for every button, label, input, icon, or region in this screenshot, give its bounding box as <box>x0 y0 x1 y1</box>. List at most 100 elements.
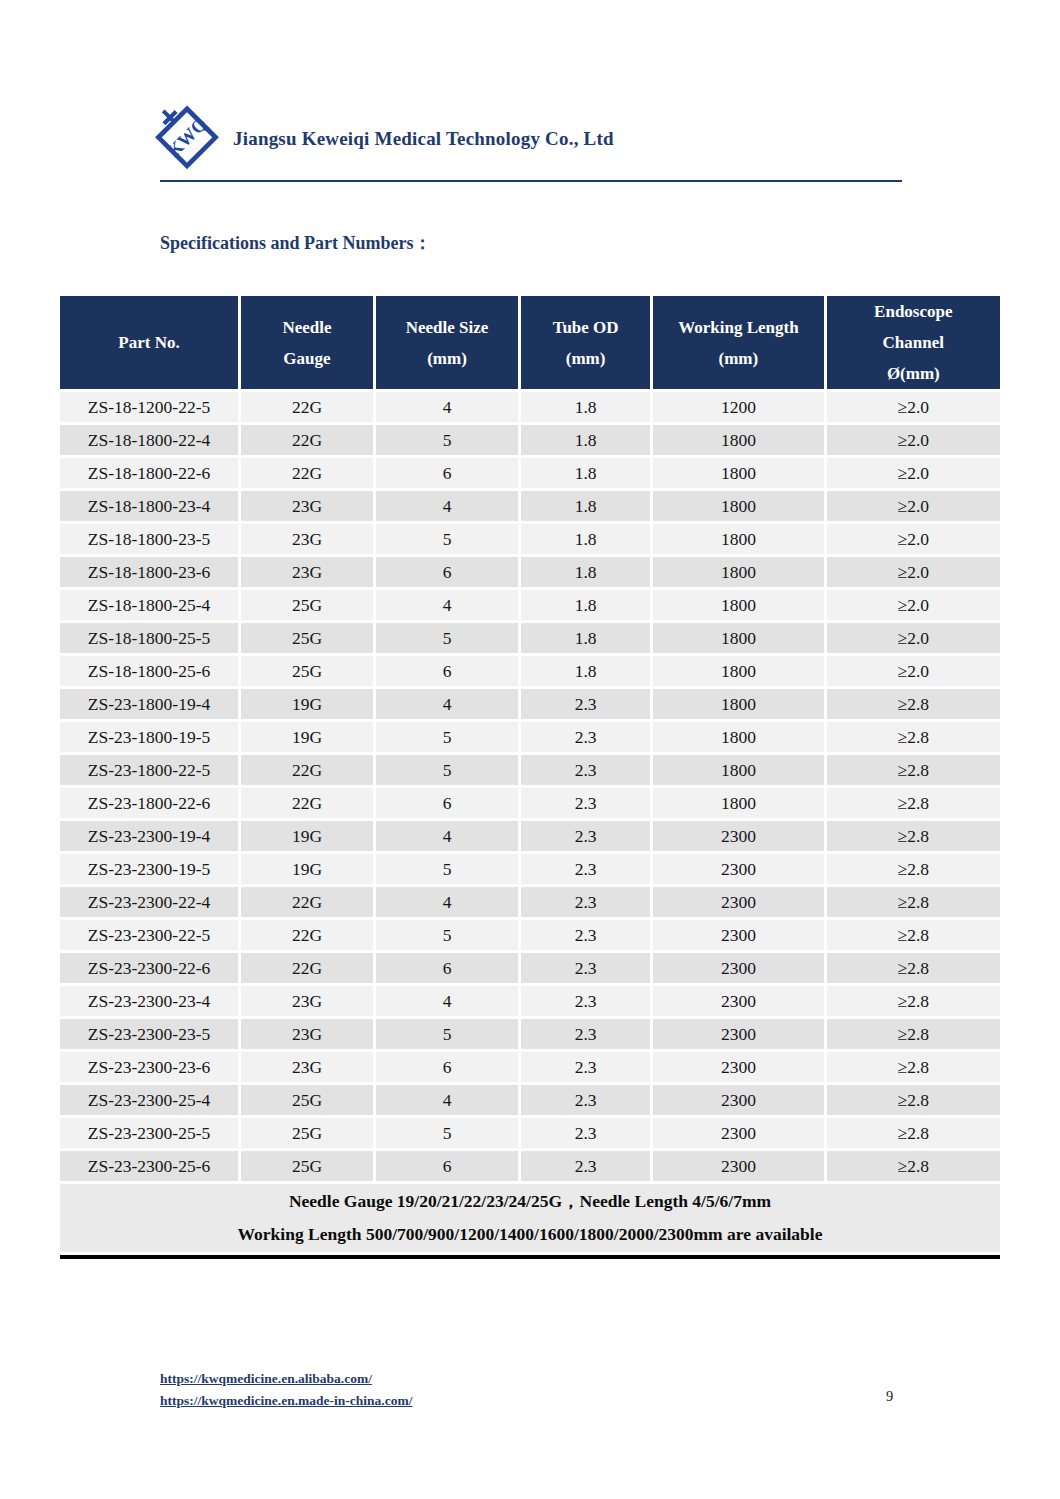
cell-tube-od: 2.3 <box>520 1084 652 1117</box>
cell-endoscope-channel: ≥2.8 <box>825 985 1001 1018</box>
cell-part-no: ZS-18-1800-22-4 <box>59 424 240 457</box>
cell-tube-od: 2.3 <box>520 1051 652 1084</box>
cell-needle-gauge: 23G <box>240 523 375 556</box>
cell-needle-gauge: 22G <box>240 391 375 424</box>
cell-part-no: ZS-23-2300-23-6 <box>59 1051 240 1084</box>
cell-needle-gauge: 25G <box>240 1117 375 1150</box>
cell-part-no: ZS-23-2300-22-5 <box>59 919 240 952</box>
cell-needle-gauge: 19G <box>240 721 375 754</box>
table-row: ZS-18-1800-23-623G61.81800≥2.0 <box>59 556 1002 589</box>
cell-needle-gauge: 23G <box>240 490 375 523</box>
specifications-table-wrap: Part No. Needle Gauge Needle Size (mm) T… <box>57 293 1003 1259</box>
cell-endoscope-channel: ≥2.0 <box>825 556 1001 589</box>
cell-working-length: 1800 <box>652 457 826 490</box>
cell-part-no: ZS-23-2300-19-4 <box>59 820 240 853</box>
cell-endoscope-channel: ≥2.8 <box>825 886 1001 919</box>
alibaba-link[interactable]: https://kwqmedicine.en.alibaba.com/ <box>160 1369 412 1389</box>
cell-tube-od: 2.3 <box>520 787 652 820</box>
cell-needle-gauge: 23G <box>240 985 375 1018</box>
col-header-needle-size: Needle Size (mm) <box>374 295 519 391</box>
section-title: Specifications and Part Numbers： <box>160 231 432 255</box>
cell-endoscope-channel: ≥2.8 <box>825 787 1001 820</box>
cell-endoscope-channel: ≥2.0 <box>825 655 1001 688</box>
col-header-working-length: Working Length (mm) <box>652 295 826 391</box>
cell-needle-size: 5 <box>374 754 519 787</box>
cell-tube-od: 2.3 <box>520 721 652 754</box>
cell-part-no: ZS-23-1800-22-6 <box>59 787 240 820</box>
cell-needle-size: 4 <box>374 820 519 853</box>
cell-working-length: 1800 <box>652 523 826 556</box>
cell-working-length: 1800 <box>652 655 826 688</box>
cell-working-length: 1200 <box>652 391 826 424</box>
cell-needle-gauge: 22G <box>240 457 375 490</box>
table-row: ZS-23-1800-22-522G52.31800≥2.8 <box>59 754 1002 787</box>
table-row: ZS-18-1800-25-625G61.81800≥2.0 <box>59 655 1002 688</box>
cell-tube-od: 2.3 <box>520 886 652 919</box>
cell-tube-od: 2.3 <box>520 985 652 1018</box>
cell-working-length: 2300 <box>652 853 826 886</box>
col-header-needle-gauge: Needle Gauge <box>240 295 375 391</box>
cell-needle-size: 6 <box>374 952 519 985</box>
col-header-tube-od: Tube OD (mm) <box>520 295 652 391</box>
table-row: ZS-18-1800-22-622G61.81800≥2.0 <box>59 457 1002 490</box>
cell-tube-od: 1.8 <box>520 391 652 424</box>
cell-working-length: 2300 <box>652 985 826 1018</box>
table-row: ZS-23-2300-19-419G42.32300≥2.8 <box>59 820 1002 853</box>
cell-endoscope-channel: ≥2.8 <box>825 754 1001 787</box>
table-row: ZS-23-2300-25-525G52.32300≥2.8 <box>59 1117 1002 1150</box>
cell-needle-size: 6 <box>374 1150 519 1183</box>
cell-needle-gauge: 19G <box>240 853 375 886</box>
cell-needle-gauge: 22G <box>240 754 375 787</box>
cell-tube-od: 2.3 <box>520 919 652 952</box>
cell-tube-od: 2.3 <box>520 688 652 721</box>
cell-part-no: ZS-18-1800-25-6 <box>59 655 240 688</box>
cell-part-no: ZS-23-1800-22-5 <box>59 754 240 787</box>
cell-endoscope-channel: ≥2.8 <box>825 1117 1001 1150</box>
table-row: ZS-23-2300-22-422G42.32300≥2.8 <box>59 886 1002 919</box>
cell-endoscope-channel: ≥2.0 <box>825 523 1001 556</box>
cell-needle-gauge: 23G <box>240 556 375 589</box>
availability-note-row: Needle Gauge 19/20/21/22/23/24/25G，Needl… <box>59 1183 1002 1254</box>
table-row: ZS-23-2300-22-622G62.32300≥2.8 <box>59 952 1002 985</box>
cell-tube-od: 1.8 <box>520 424 652 457</box>
cell-tube-od: 2.3 <box>520 754 652 787</box>
cell-needle-gauge: 22G <box>240 919 375 952</box>
cell-tube-od: 1.8 <box>520 490 652 523</box>
cell-needle-gauge: 25G <box>240 1084 375 1117</box>
table-row: ZS-23-2300-23-523G52.32300≥2.8 <box>59 1018 1002 1051</box>
cell-working-length: 2300 <box>652 820 826 853</box>
availability-note-cell: Needle Gauge 19/20/21/22/23/24/25G，Needl… <box>59 1183 1002 1254</box>
cell-working-length: 1800 <box>652 622 826 655</box>
cell-needle-size: 4 <box>374 1084 519 1117</box>
cell-working-length: 2300 <box>652 1150 826 1183</box>
cell-working-length: 2300 <box>652 1117 826 1150</box>
cell-needle-size: 5 <box>374 721 519 754</box>
page-number: 9 <box>886 1388 893 1405</box>
cell-part-no: ZS-18-1200-22-5 <box>59 391 240 424</box>
cell-endoscope-channel: ≥2.0 <box>825 391 1001 424</box>
cell-needle-gauge: 23G <box>240 1018 375 1051</box>
cell-needle-size: 5 <box>374 853 519 886</box>
made-in-china-link[interactable]: https://kwqmedicine.en.made-in-china.com… <box>160 1391 412 1411</box>
cell-endoscope-channel: ≥2.8 <box>825 721 1001 754</box>
cell-part-no: ZS-23-2300-25-6 <box>59 1150 240 1183</box>
col-header-part-no: Part No. <box>59 295 240 391</box>
cell-needle-gauge: 22G <box>240 787 375 820</box>
cell-part-no: ZS-23-2300-25-4 <box>59 1084 240 1117</box>
cell-working-length: 1800 <box>652 556 826 589</box>
cell-working-length: 2300 <box>652 1084 826 1117</box>
cell-working-length: 1800 <box>652 754 826 787</box>
cell-needle-size: 4 <box>374 589 519 622</box>
cell-needle-size: 4 <box>374 886 519 919</box>
availability-note-line1: Needle Gauge 19/20/21/22/23/24/25G，Needl… <box>60 1185 1000 1218</box>
cell-needle-size: 5 <box>374 919 519 952</box>
cell-part-no: ZS-23-2300-22-4 <box>59 886 240 919</box>
bottom-rule <box>60 1255 1000 1259</box>
document-header: KWQ Jiangsu Keweiqi Medical Technology C… <box>153 100 614 172</box>
table-row: ZS-18-1800-23-523G51.81800≥2.0 <box>59 523 1002 556</box>
cell-working-length: 2300 <box>652 919 826 952</box>
cell-tube-od: 1.8 <box>520 523 652 556</box>
cell-part-no: ZS-23-2300-23-5 <box>59 1018 240 1051</box>
table-row: ZS-23-1800-19-519G52.31800≥2.8 <box>59 721 1002 754</box>
table-row: ZS-18-1800-22-422G51.81800≥2.0 <box>59 424 1002 457</box>
